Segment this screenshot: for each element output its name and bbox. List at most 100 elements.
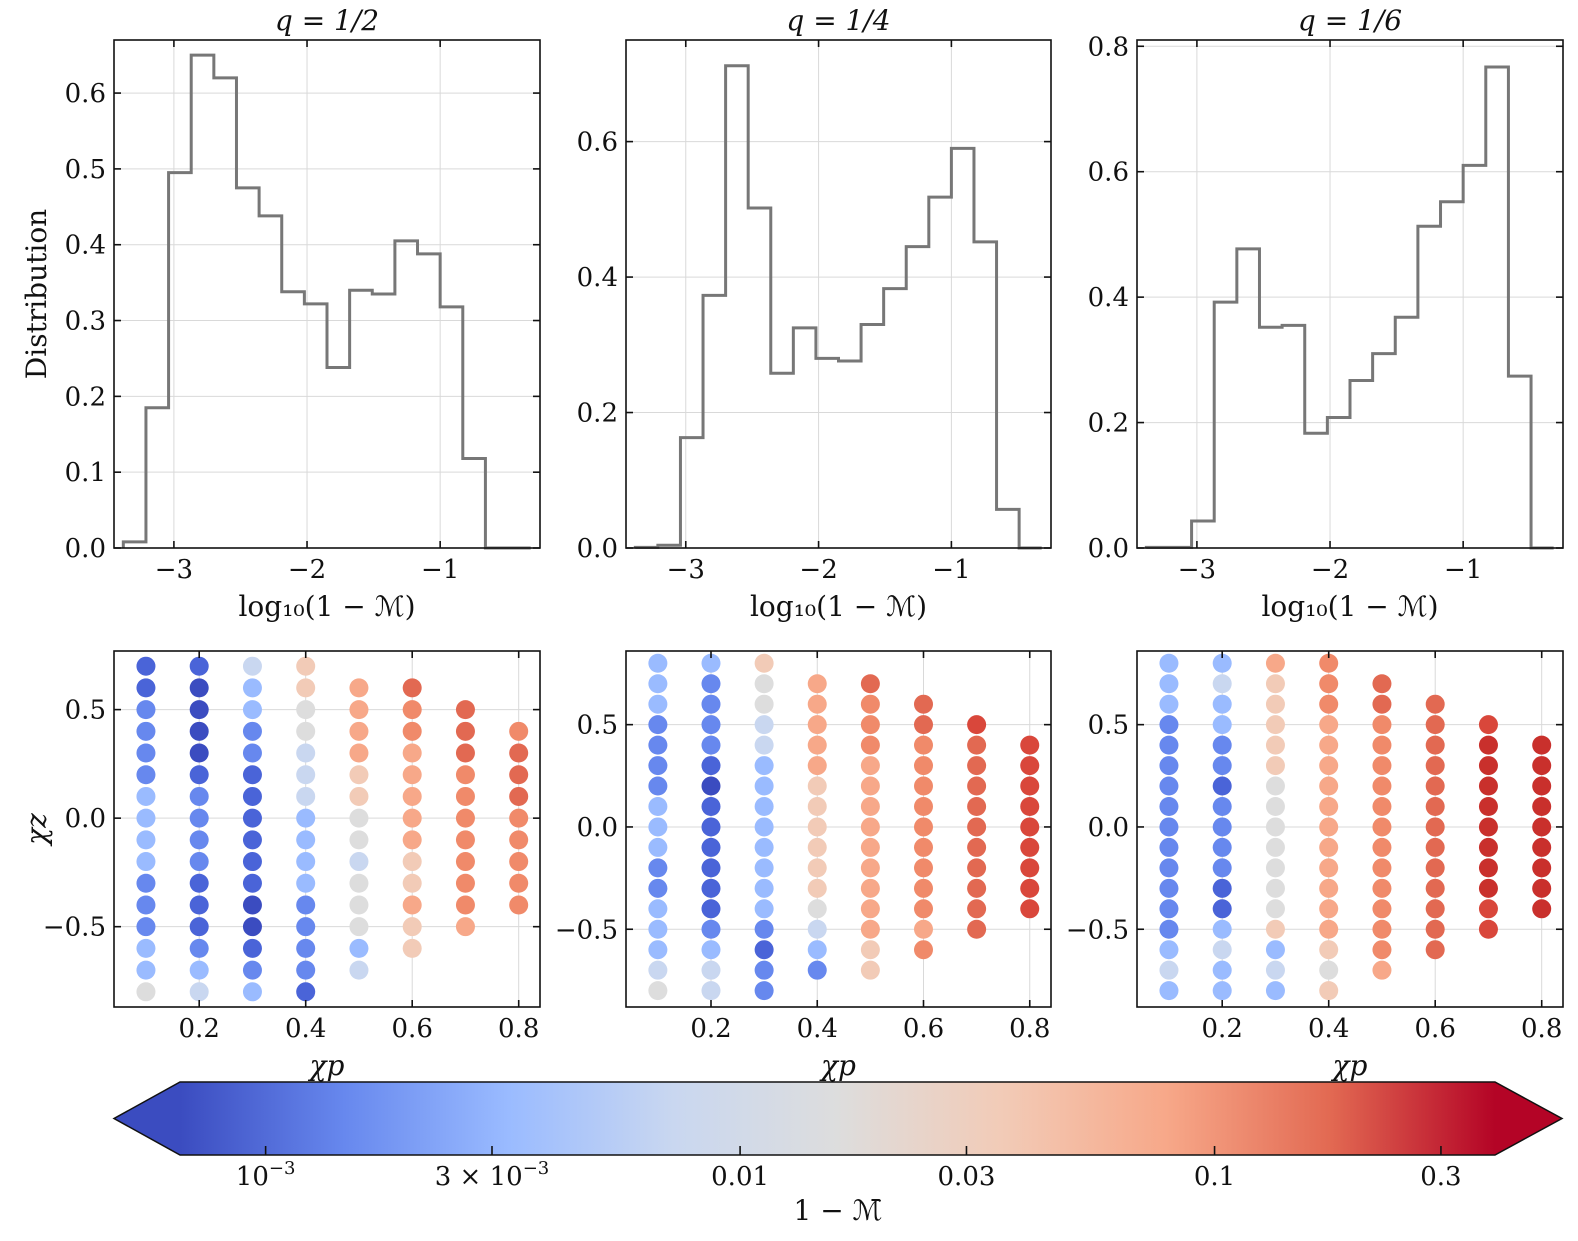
scatter-point [914,776,933,796]
scatter-point [914,694,933,714]
scatter-point [242,873,262,893]
panel-title: q = 1/2 [275,4,379,37]
scatter-point [701,674,721,694]
scatter-column-1 [1159,653,1179,1001]
scatter-column-7 [455,700,475,937]
scatter-point [701,858,721,878]
scatter-point [701,796,721,816]
scatter-point [860,735,880,755]
scatter-point [648,858,668,878]
scatter-point [1265,899,1285,919]
y-axis-label: χz [20,813,53,847]
scatter-point [242,721,262,741]
scatter-point [189,786,209,806]
scatter-point [136,786,156,806]
scatter-point [1478,837,1498,857]
scatter-point [1478,858,1498,878]
scatter-point [1319,694,1339,714]
y-tick-label: 0.0 [577,534,618,564]
scatter-point [860,674,880,694]
scatter-point [1319,653,1339,673]
scatter-point [701,940,721,960]
scatter-point [1265,715,1285,735]
scatter-point [242,852,262,872]
scatter-point [1265,940,1285,960]
y-tick-label: 0.0 [1088,813,1129,843]
scatter-point [754,940,774,960]
scatter-point [807,674,827,694]
y-tick-label: 0.0 [1088,534,1129,564]
scatter-point [189,743,209,763]
scatter-point [455,917,475,937]
scatter-point [860,796,880,816]
x-tick-label: −1 [1444,555,1482,585]
scatter-point [189,873,209,893]
scatter-point [807,960,827,980]
scatter-point [967,796,987,816]
scatter-point [701,694,721,714]
panel-2: −3 −2 −1 0.0 0.2 0.4 0.6 q = 1/4 log₁₀(1 − ℳ) [577,4,1052,623]
scatter-point [754,715,774,735]
scatter-point [1319,715,1339,735]
scatter-point [967,919,987,939]
scatter-point [1372,878,1392,898]
scatter-column-6 [1425,694,1445,960]
scatter-point [860,694,880,714]
colorbar: 10−3 3 × 10−3 0.01 0.03 0.1 0.3 1 − ℳ̄ [112,1081,1564,1227]
y-tick-label: 0.6 [65,79,106,109]
scatter-point [1212,919,1232,939]
scatter-point [1020,756,1040,776]
y-tick-label: 0.5 [1088,711,1129,741]
scatter-point [914,940,933,960]
scatter-point [807,715,827,735]
scatter-point [1532,776,1552,796]
scatter-point [701,653,721,673]
scatter-point [1212,756,1232,776]
panel-6: 0.2 0.4 0.6 0.8 −0.5 0.0 0.5 χp [1066,650,1564,1082]
scatter-point [1319,674,1339,694]
scatter-point [1265,735,1285,755]
x-axis-label: χp [819,1049,856,1082]
scatter-point [455,743,475,763]
scatter-point [701,817,721,837]
scatter-point [754,858,774,878]
scatter-point [648,776,668,796]
scatter-point [1020,878,1040,898]
histogram-step [121,53,531,550]
scatter-point [1372,694,1392,714]
scatter-point [914,796,933,816]
scatter-point [296,960,316,980]
x-tick-label: 0.8 [1521,1014,1562,1044]
colorbar-tick-label: 3 × 10−3 [435,1158,549,1192]
panels: −3 −2 −1 0.0 0.1 0.2 0.3 0.4 0.5 0.6 q = 1/2 log₁₀(… [20,4,1564,1082]
scatter-column-5 [1372,674,1392,980]
scatter-column-3 [754,653,774,1001]
scatter-point [860,919,880,939]
scatter-point [967,735,987,755]
y-tick-label: −0.5 [43,913,106,943]
scatter-point [914,756,933,776]
scatter-point [136,678,156,698]
x-tick-label: 0.4 [285,1014,326,1044]
scatter-point [1020,817,1040,837]
y-tick-label: 0.0 [65,534,106,564]
scatter-point [189,917,209,937]
scatter-point [189,830,209,850]
scatter-point [1319,735,1339,755]
scatter-point [242,938,262,958]
scatter-point [1372,899,1392,919]
scatter-point [1425,735,1445,755]
scatter-point [1425,776,1445,796]
scatter-point [296,917,316,937]
scatter-point [914,858,933,878]
scatter-point [648,694,668,714]
scatter-point [1265,674,1285,694]
scatter-point [1212,694,1232,714]
colorbar-extend-low [114,1082,180,1155]
scatter-column-7 [1478,715,1498,939]
scatter-point [1532,735,1552,755]
x-axis-label: log₁₀(1 − ℳ) [750,590,927,623]
scatter-point [1372,940,1392,960]
scatter-point [1478,776,1498,796]
scatter-point [242,917,262,937]
